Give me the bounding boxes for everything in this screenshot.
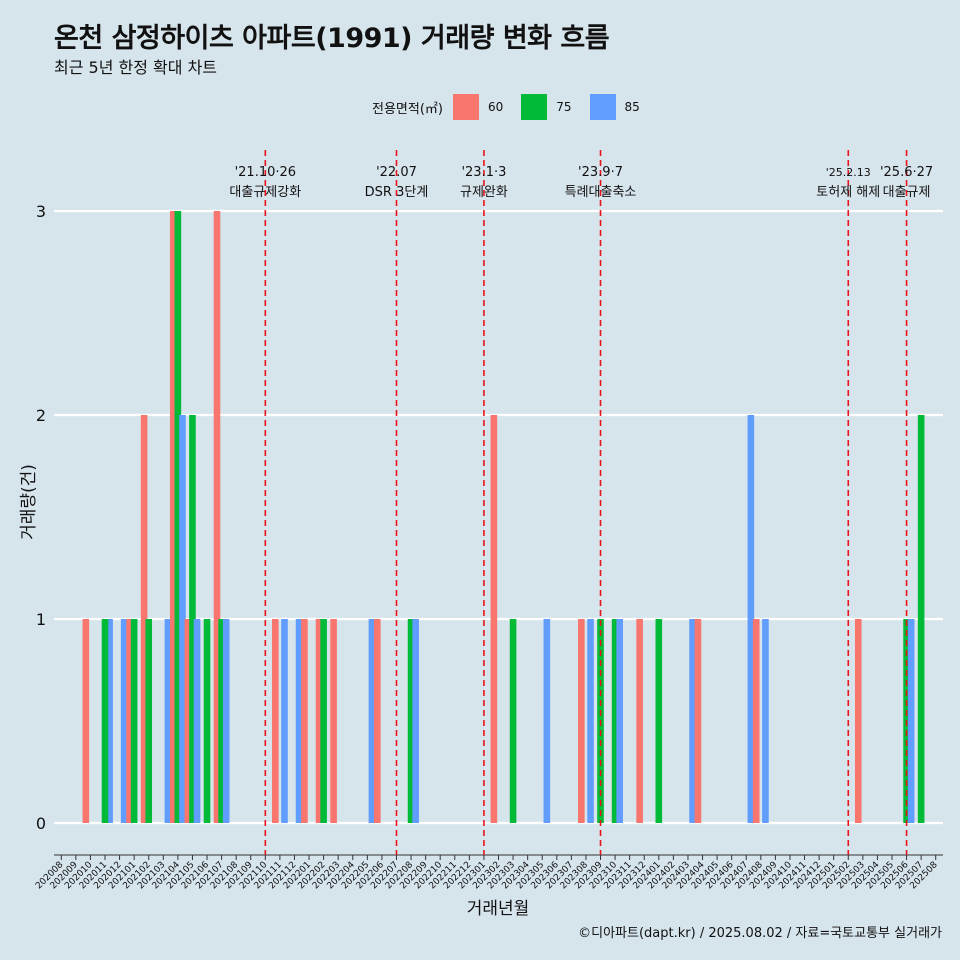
- bar-202205-85: [368, 619, 376, 823]
- bar-202203-60: [330, 619, 337, 823]
- bar-202401-75: [655, 619, 663, 823]
- bar-202302-60: [490, 415, 498, 823]
- chart-subtitle: 최근 5년 한정 확대 차트: [54, 58, 218, 77]
- y-tick-label: 1: [36, 610, 46, 629]
- bar-202107-75: [218, 619, 225, 823]
- bar-202104-85: [179, 415, 186, 823]
- bar-202408-85: [762, 619, 769, 823]
- legend-label-75: 75: [556, 100, 572, 114]
- bar-202112-85: [295, 619, 303, 823]
- bar-202105-75: [189, 415, 196, 823]
- bar-202408-60: [752, 619, 760, 823]
- event-label-0: 대출규제강화: [229, 185, 301, 200]
- event-label-1: DSR 3단계: [365, 185, 429, 200]
- bar-202106-75: [203, 619, 211, 823]
- bar-202507-75: [917, 415, 925, 823]
- bar-202308-85: [587, 619, 594, 823]
- bar-202107-60: [213, 211, 221, 823]
- bar-202102-75: [145, 619, 153, 823]
- legend-label-85: 85: [624, 100, 640, 114]
- event-date-3: '23.9·7: [578, 165, 623, 180]
- legend-swatch-75: [521, 94, 548, 120]
- bar-202201-60: [301, 619, 308, 823]
- bar-202208-85: [412, 619, 419, 823]
- bar-202104-75: [174, 211, 182, 823]
- bar-202103-85: [164, 619, 172, 823]
- bar-202303-75: [509, 619, 517, 823]
- bar-202012-85: [120, 619, 128, 823]
- bar-202407-85: [747, 415, 755, 823]
- event-date-0: '21.10·26: [235, 165, 296, 180]
- event-date-1: '22.07: [376, 165, 417, 180]
- bar-202312-60: [636, 619, 643, 823]
- bar-202107-85: [222, 619, 230, 823]
- bar-202105-60: [184, 619, 192, 823]
- event-date-2: '23.1·3: [461, 165, 506, 180]
- chart-title: 온천 삼정하이츠 아파트(1991) 거래량 변화 흐름: [54, 23, 610, 54]
- event-label-5: 대출규제: [883, 185, 931, 200]
- legend-item-60: 60: [452, 94, 517, 120]
- legend-item-85: 85: [589, 94, 654, 120]
- event-label-2: 규제완화: [460, 185, 508, 200]
- legend-label-60: 60: [487, 100, 504, 114]
- bar-202111-60: [271, 619, 279, 823]
- y-tick-label: 2: [36, 406, 46, 425]
- bar-202208-75: [407, 619, 415, 823]
- bar-202102-60: [140, 415, 148, 823]
- bar-202310-85: [616, 619, 623, 823]
- bar-202101-60: [126, 619, 133, 823]
- bar-202206-60: [374, 619, 381, 823]
- y-tick-label: 3: [36, 202, 46, 221]
- bar-202111-85: [281, 619, 288, 823]
- bar-202011-85: [106, 619, 113, 823]
- bar-202506-85: [907, 619, 915, 823]
- legend-swatch-85: [589, 94, 616, 120]
- bar-202503-60: [854, 619, 862, 823]
- bar-202104-60: [169, 211, 177, 823]
- bar-202403-85: [689, 619, 696, 823]
- bar-202101-75: [130, 619, 138, 823]
- source-caption: ©디아파트(dapt.kr) / 2025.08.02 / 자료=국토교통부 실…: [578, 926, 942, 941]
- legend-swatch-60: [452, 94, 479, 120]
- event-label-3: 특례대출축소: [565, 185, 637, 200]
- legend-item-75: 75: [521, 94, 585, 120]
- bar-202308-60: [578, 619, 585, 823]
- bar-202404-60: [694, 619, 702, 823]
- bar-202202-60: [315, 619, 323, 823]
- legend: 전용면적(㎡) 60 75 85: [372, 93, 654, 121]
- x-axis-title: 거래년월: [467, 899, 530, 919]
- legend-title: 전용면적(㎡): [372, 101, 443, 117]
- event-date-4: '25.2.13: [826, 166, 871, 179]
- bar-202105-85: [193, 619, 201, 823]
- bar-202310-75: [611, 619, 619, 823]
- bar-202011-75: [101, 619, 109, 823]
- y-tick-label: 0: [36, 814, 46, 833]
- y-axis-title: 거래량(건): [19, 464, 39, 540]
- bar-202010-60: [82, 619, 90, 823]
- event-date-5: '25.6·27: [880, 165, 933, 180]
- bar-202202-75: [320, 619, 327, 823]
- bar-202305-85: [543, 619, 551, 823]
- event-label-4: 토허제 해제: [816, 185, 880, 200]
